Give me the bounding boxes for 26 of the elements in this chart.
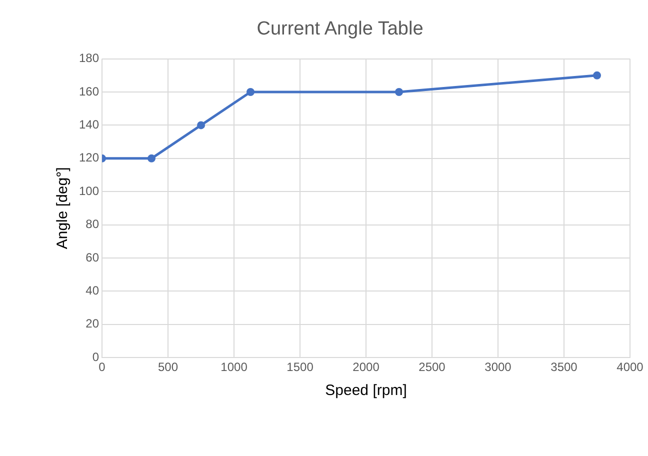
x-tick-label: 1500 <box>286 360 314 374</box>
y-tick-label: 180 <box>78 51 100 66</box>
y-tick-label: 120 <box>78 150 100 165</box>
x-tick-label: 3000 <box>484 360 512 374</box>
x-axis-title: Speed [rpm] <box>325 382 407 400</box>
chart-title: Current Angle Table <box>256 18 424 40</box>
y-tick-label: 140 <box>78 118 100 132</box>
x-tick-label: 500 <box>158 360 178 374</box>
point <box>197 121 206 130</box>
point <box>593 71 601 80</box>
y-axis-title: Angle [deg°] <box>54 167 72 250</box>
x-tick-label: 4000 <box>616 360 644 374</box>
y-tick-label: 20 <box>86 316 100 331</box>
y-tick-label: 100 <box>78 184 100 198</box>
y-tick-label: 40 <box>86 284 100 298</box>
point <box>246 88 255 96</box>
y-tick-label: 60 <box>86 250 100 264</box>
x-tick-label: 2500 <box>418 360 446 374</box>
point <box>395 88 404 96</box>
y-tick-label: 0 <box>92 350 100 364</box>
y-tick-label: 160 <box>78 84 100 98</box>
y-tick-label: 80 <box>86 217 100 232</box>
point <box>148 154 156 162</box>
x-tick-label: 3500 <box>550 360 578 374</box>
x-tick-label: 2000 <box>352 360 380 374</box>
x-tick-label: 1000 <box>220 360 248 374</box>
